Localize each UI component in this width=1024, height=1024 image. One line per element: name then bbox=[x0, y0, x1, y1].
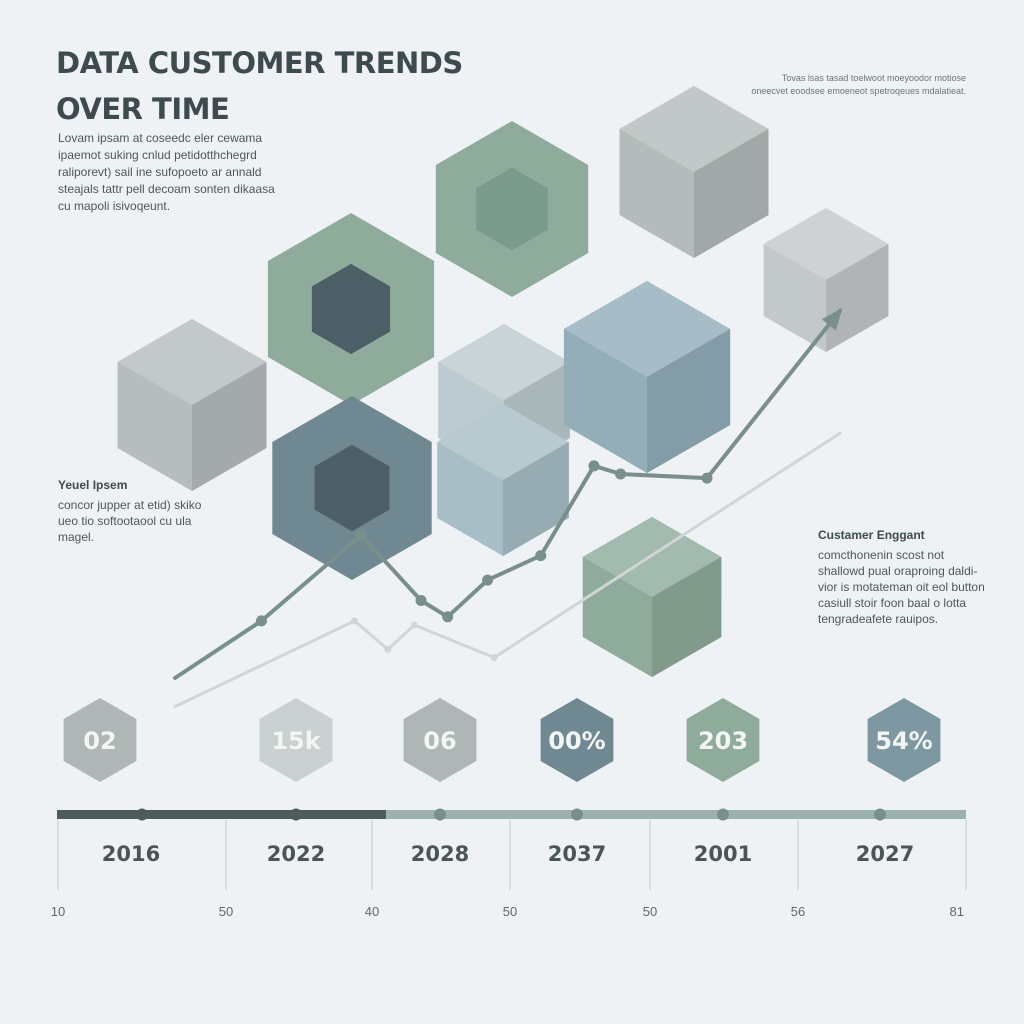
timeline-tick-label: 56 bbox=[791, 904, 805, 919]
data-point bbox=[535, 550, 547, 562]
cube-shape bbox=[582, 517, 722, 677]
stat-value: 00% bbox=[548, 727, 605, 755]
timeline-marker bbox=[571, 808, 583, 821]
stat-badge: 203 bbox=[686, 698, 760, 782]
data-point bbox=[351, 617, 359, 625]
data-point bbox=[410, 621, 418, 629]
intro-text: Lovam ipsam at coseedc eler cewama ipaem… bbox=[58, 131, 275, 213]
trend-points bbox=[255, 460, 713, 662]
cube-shape bbox=[763, 208, 889, 352]
timeline-marker bbox=[290, 808, 302, 821]
timeline-year-label: 2016 bbox=[102, 842, 160, 866]
timeline-marker bbox=[434, 808, 446, 821]
data-point bbox=[588, 460, 600, 472]
stat-value: 02 bbox=[83, 727, 116, 755]
top-right-note: Tovas lsas tasad toelwoot moeyoodor moti… bbox=[751, 73, 966, 96]
timeline-marker bbox=[717, 808, 729, 821]
timeline-year-label: 2022 bbox=[267, 842, 325, 866]
stat-hexagons: 02 15k 06 00% 203 54% bbox=[63, 698, 941, 782]
right-annotation-body: comcthonenin scost not shallowd pual ora… bbox=[818, 548, 985, 626]
data-point bbox=[482, 574, 494, 586]
data-point bbox=[415, 594, 427, 606]
left-annotation-title: Yeuel Ipsem bbox=[58, 478, 128, 492]
data-point bbox=[355, 529, 367, 541]
timeline-tick-label: 81 bbox=[950, 904, 964, 919]
timeline-tick-label: 50 bbox=[219, 904, 233, 919]
timeline-year-label: 2001 bbox=[694, 842, 752, 866]
stat-value: 15k bbox=[271, 727, 321, 755]
timeline-bar-dark bbox=[57, 810, 387, 819]
data-point bbox=[442, 611, 454, 623]
stat-badge: 00% bbox=[540, 698, 614, 782]
stat-value: 203 bbox=[698, 727, 748, 755]
timeline-year-label: 2028 bbox=[411, 842, 469, 866]
stat-badge: 54% bbox=[867, 698, 941, 782]
data-point bbox=[701, 472, 713, 484]
stat-badge: 06 bbox=[403, 698, 477, 782]
stat-badge: 15k bbox=[259, 698, 333, 782]
right-annotation: Custamer Enggant comcthonenin scost not … bbox=[818, 528, 988, 627]
timeline-tick-label: 50 bbox=[503, 904, 517, 919]
decorative-shapes bbox=[117, 86, 889, 677]
left-annotation: Yeuel Ipsem concor jupper at etid) skiko… bbox=[58, 478, 208, 545]
cube-shape bbox=[619, 86, 769, 258]
data-point bbox=[490, 654, 498, 662]
stat-value: 06 bbox=[423, 727, 456, 755]
page-title: DATA CUSTOMER TRENDS OVER TIME bbox=[56, 46, 463, 126]
data-point bbox=[384, 645, 392, 653]
hexagon-shape bbox=[272, 396, 432, 580]
timeline-tick-label: 50 bbox=[643, 904, 657, 919]
trend-arrowhead bbox=[821, 307, 843, 331]
hexagon-shape bbox=[267, 213, 435, 405]
data-point bbox=[615, 468, 627, 480]
cube-shape bbox=[563, 281, 731, 473]
stat-value: 54% bbox=[875, 727, 932, 755]
series-line-2 bbox=[173, 431, 842, 709]
timeline-year-label: 2037 bbox=[548, 842, 606, 866]
timeline-tick-label: 10 bbox=[51, 904, 65, 919]
data-point bbox=[255, 615, 267, 627]
left-annotation-body: concor jupper at etid) skiko ueo tio sof… bbox=[58, 498, 202, 544]
timeline-tick-label: 40 bbox=[365, 904, 379, 919]
cube-shape bbox=[437, 404, 569, 556]
timeline-marker bbox=[874, 808, 886, 821]
timeline-marker bbox=[136, 808, 148, 821]
timeline: 2016 2022 2028 2037 2001 2027 10 50 40 50 50 56 81 bbox=[51, 808, 967, 919]
right-annotation-title: Custamer Enggant bbox=[818, 528, 925, 542]
timeline-bar-light bbox=[386, 810, 966, 819]
stat-badge: 02 bbox=[63, 698, 137, 782]
timeline-year-label: 2027 bbox=[856, 842, 914, 866]
cube-shape bbox=[117, 319, 267, 491]
hexagon-shape bbox=[435, 121, 589, 297]
